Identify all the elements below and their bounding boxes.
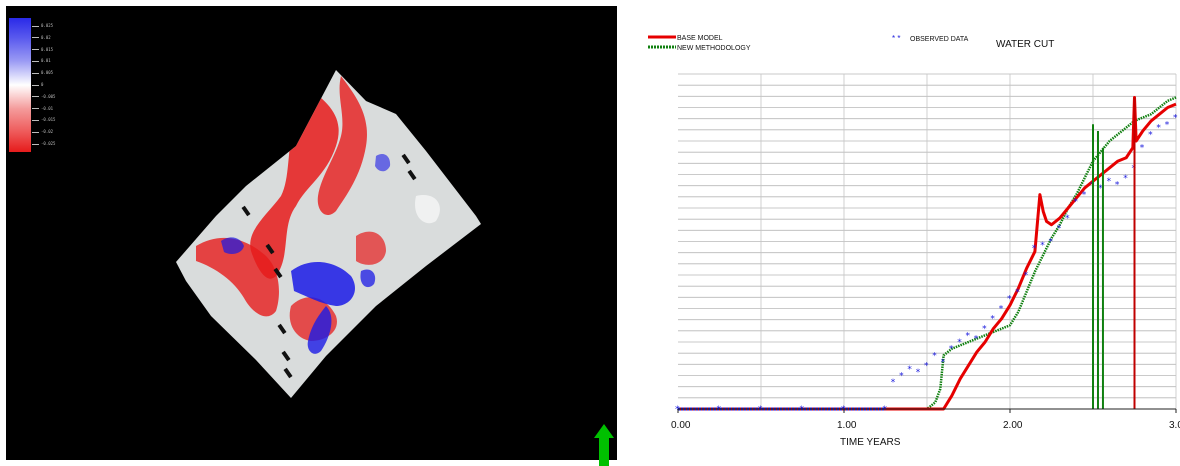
colorbar-tick-label: 0 xyxy=(32,83,43,87)
colorbar-tick-label: 0.025 xyxy=(32,24,53,28)
observed-data-point: * xyxy=(899,372,904,382)
colorbar-tick-mark xyxy=(32,108,39,110)
colorbar-tick-text: -0.01 xyxy=(41,105,54,111)
x-tick-label: 1.00 xyxy=(837,420,857,431)
colorbar-tick-label: -0.005 xyxy=(32,93,56,99)
chart-title: WATER CUT xyxy=(996,39,1054,50)
survey-outline xyxy=(176,70,481,398)
colorbar-tick-text: -0.015 xyxy=(41,117,56,123)
colorbar-tick-text: -0.005 xyxy=(41,93,56,99)
observed-data-point: * xyxy=(1098,184,1103,194)
colorbar-tick-label: 0.015 xyxy=(32,46,54,52)
observed-data-point: * xyxy=(974,335,979,345)
legend-observed-data-label: OBSERVED DATA xyxy=(910,36,969,43)
colorbar-tick-mark xyxy=(32,143,39,145)
observed-data-point: * xyxy=(1015,288,1020,298)
observed-data-point: * xyxy=(1049,238,1054,248)
observed-data-point: * xyxy=(982,325,987,335)
colorbar-tick-text: 0.02 xyxy=(41,34,51,40)
chart-grid xyxy=(678,73,1177,410)
colorbar-tick-label: -0.025 xyxy=(32,142,55,146)
observed-data-point: * xyxy=(1156,124,1161,134)
colorbar-tick-label: -0.01 xyxy=(32,105,54,111)
colorbar xyxy=(9,18,31,152)
colorbar-tick-label: -0.02 xyxy=(32,130,53,134)
colorbar-tick-text: 0.01 xyxy=(41,58,51,64)
observed-data-point: * xyxy=(941,358,946,368)
legend: BASE MODEL NEW METHODOLOGY * * OBSERVED … xyxy=(648,34,969,52)
series-new-methodology-line xyxy=(678,96,1177,411)
observed-data-point: * xyxy=(1140,144,1145,154)
observed-data-point: * xyxy=(999,305,1004,315)
colorbar-tick-mark xyxy=(32,119,39,121)
x-axis-label: TIME YEARS xyxy=(840,437,901,448)
observed-data-point: * xyxy=(990,315,995,325)
colorbar-tick-mark xyxy=(32,37,39,39)
legend-base-model-label: BASE MODEL xyxy=(677,35,723,42)
observed-data-point: * xyxy=(891,378,896,388)
colorbar-tick-text: -0.02 xyxy=(41,129,54,135)
colorbar-tick-label: 0.01 xyxy=(32,59,51,63)
north-arrow-stem xyxy=(599,437,609,466)
observed-data-point: * xyxy=(1173,114,1178,124)
chart-series: ****************************************… xyxy=(675,95,1178,415)
x-tick-label: 3.00 xyxy=(1169,420,1180,431)
observed-data-point: * xyxy=(1123,174,1128,184)
observed-data-point: * xyxy=(1032,244,1037,254)
colorbar-tick-mark xyxy=(32,84,39,86)
observed-data-point: * xyxy=(1007,294,1012,304)
observed-data-point: * xyxy=(1082,191,1087,201)
legend-new-methodology-label: NEW METHODOLOGY xyxy=(677,45,751,52)
observed-data-point: * xyxy=(1057,224,1062,234)
observed-data-point: * xyxy=(932,351,937,361)
observed-data-point: * xyxy=(966,331,971,341)
observed-data-point: * xyxy=(949,345,954,355)
observed-data-point: * xyxy=(1148,130,1153,140)
x-tick-label: 0.00 xyxy=(671,420,691,431)
observed-data-point: * xyxy=(1165,120,1170,130)
colorbar-tick-text: 0.005 xyxy=(41,70,54,76)
observed-data-point: * xyxy=(1107,177,1112,187)
legend-observed-data-swatch: * * xyxy=(892,34,900,43)
fault-markers xyxy=(241,153,417,379)
colorbar-tick-text: 0.015 xyxy=(41,46,54,52)
colorbar-tick-mark xyxy=(32,72,39,74)
seismic-map-panel: 0.025 0.02 0.015 0.01 0.005 0 -0.005 -0.01 -0.01… xyxy=(6,6,617,460)
colorbar-tick-mark xyxy=(32,96,39,98)
colorbar-tick-text: 0.025 xyxy=(41,23,54,28)
observed-data-point: * xyxy=(916,368,921,378)
north-arrow-icon xyxy=(594,424,614,438)
colorbar-tick-mark xyxy=(32,49,39,51)
observed-data-point: * xyxy=(907,365,912,375)
observed-data-point: * xyxy=(957,338,962,348)
x-tick-label: 2.00 xyxy=(1003,420,1023,431)
colorbar-tick-mark xyxy=(32,25,39,27)
colorbar-tick-mark xyxy=(32,131,39,133)
amplitude-anomalies xyxy=(196,76,440,354)
observed-data-point: * xyxy=(924,361,929,371)
colorbar-tick-mark xyxy=(32,60,39,62)
water-cut-chart: ****************************************… xyxy=(648,34,1180,448)
observed-data-point: * xyxy=(1065,214,1070,224)
chart-axes: 0.00 1.00 2.00 3.00 xyxy=(671,408,1180,431)
colorbar-tick-label: 0.02 xyxy=(32,34,51,40)
observed-data-point: * xyxy=(1040,241,1045,251)
observed-data-point: * xyxy=(1115,181,1120,191)
colorbar-tick-text: 0 xyxy=(41,82,44,87)
colorbar-tick-text: -0.025 xyxy=(41,141,56,146)
colorbar-tick-label: -0.015 xyxy=(32,118,55,122)
seismic-attribute-map xyxy=(176,70,481,398)
water-cut-chart-panel: ****************************************… xyxy=(620,0,1180,466)
observed-data-point: * xyxy=(1024,271,1029,281)
observed-data-point: * xyxy=(1073,197,1078,207)
colorbar-tick-label: 0.005 xyxy=(32,71,53,75)
